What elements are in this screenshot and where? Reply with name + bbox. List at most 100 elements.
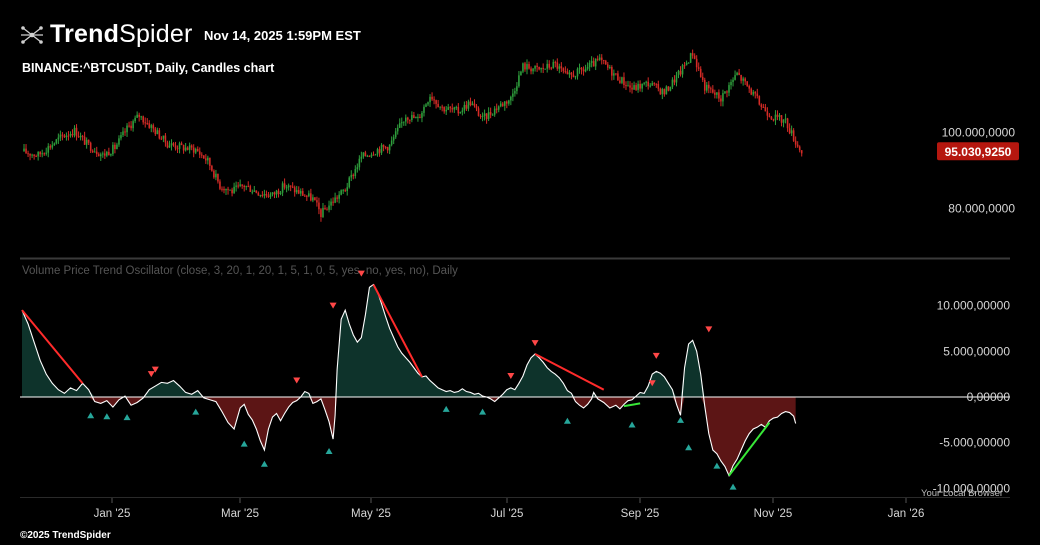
candle-body[interactable] [714,92,716,95]
candle-body[interactable] [162,135,165,139]
candle-body[interactable] [203,155,205,159]
candle-body[interactable] [384,146,387,148]
candle-body[interactable] [144,122,147,124]
sell-signal-marker[interactable] [151,366,159,373]
candle-body[interactable] [405,117,407,122]
candle-body[interactable] [661,88,664,95]
buy-signal-marker[interactable] [685,444,693,451]
candle-body[interactable] [461,110,464,113]
candle-body[interactable] [35,156,37,158]
candle-body[interactable] [544,68,546,70]
candle-body[interactable] [433,99,435,101]
candle-body[interactable] [314,197,316,201]
candle-body[interactable] [386,147,389,151]
candle-body[interactable] [695,58,698,68]
candle-body[interactable] [540,67,542,70]
candle-body[interactable] [538,67,540,70]
candle-body[interactable] [708,84,710,89]
candle-body[interactable] [740,74,742,81]
candle-body[interactable] [459,112,462,114]
candle-body[interactable] [786,118,789,129]
candle-body[interactable] [784,118,787,120]
candle-body[interactable] [576,68,579,77]
candle-body[interactable] [604,60,607,65]
candle-body[interactable] [47,146,50,153]
candle-body[interactable] [104,153,106,156]
candle-body[interactable] [710,88,712,90]
candle-body[interactable] [241,184,243,186]
candle-body[interactable] [592,61,595,67]
sell-signal-marker[interactable] [329,302,337,309]
candle-body[interactable] [23,148,25,152]
buy-signal-marker[interactable] [713,462,721,469]
candle-body[interactable] [95,151,98,155]
candle-body[interactable] [340,190,342,195]
buy-signal-marker[interactable] [325,447,333,454]
buy-signal-marker[interactable] [628,421,636,428]
candle-body[interactable] [81,135,84,137]
candle-body[interactable] [253,190,256,192]
candle-body[interactable] [310,193,312,201]
candle-body[interactable] [653,83,656,85]
candle-body[interactable] [43,153,46,155]
candle-body[interactable] [750,88,753,95]
candle-body[interactable] [374,154,377,156]
candle-body[interactable] [758,96,761,105]
candle-body[interactable] [665,86,668,95]
candle-body[interactable] [316,200,318,203]
buy-signal-marker[interactable] [87,412,95,419]
candle-body[interactable] [716,92,718,95]
candle-body[interactable] [520,71,522,76]
candle-body[interactable] [192,147,195,153]
candle-body[interactable] [619,80,621,83]
candle-body[interactable] [39,152,41,155]
candle-body[interactable] [657,84,660,89]
candle-body[interactable] [75,127,78,137]
candle-body[interactable] [299,191,302,194]
candle-body[interactable] [552,62,555,69]
candle-body[interactable] [501,103,504,106]
candle-body[interactable] [453,107,456,110]
candle-body[interactable] [196,148,199,152]
candle-body[interactable] [427,102,429,105]
candle-body[interactable] [67,135,70,137]
candle-body[interactable] [27,153,29,155]
candle-body[interactable] [87,139,90,143]
candle-body[interactable] [160,138,163,140]
sell-signal-marker[interactable] [652,352,660,359]
candle-body[interactable] [49,146,52,148]
candle-body[interactable] [425,104,427,107]
candle-body[interactable] [114,144,116,150]
candle-body[interactable] [512,93,514,97]
candle-body[interactable] [596,58,599,60]
candle-body[interactable] [332,201,334,203]
candle-body[interactable] [754,91,757,94]
candle-body[interactable] [782,119,785,123]
candle-body[interactable] [768,115,771,117]
candle-body[interactable] [590,61,593,63]
candle-body[interactable] [120,135,122,139]
candle-body[interactable] [200,154,203,156]
candle-body[interactable] [148,123,151,128]
candle-body[interactable] [602,60,605,62]
candle-body[interactable] [279,192,282,194]
candle-body[interactable] [413,115,415,118]
sell-signal-marker[interactable] [648,380,656,387]
candle-body[interactable] [594,58,597,67]
candle-body[interactable] [61,134,64,136]
candle-body[interactable] [97,154,100,157]
candle-body[interactable] [29,153,31,156]
candle-body[interactable] [629,85,631,88]
candle-body[interactable] [297,190,300,194]
candle-body[interactable] [491,114,494,116]
candle-body[interactable] [447,107,450,110]
candle-body[interactable] [71,134,74,136]
candle-body[interactable] [493,108,496,115]
candle-body[interactable] [530,68,532,72]
candle-body[interactable] [546,63,548,69]
candle-body[interactable] [637,83,639,90]
sell-signal-marker[interactable] [147,371,155,378]
candle-body[interactable] [627,85,629,87]
candle-body[interactable] [112,144,114,155]
candle-body[interactable] [586,67,589,69]
